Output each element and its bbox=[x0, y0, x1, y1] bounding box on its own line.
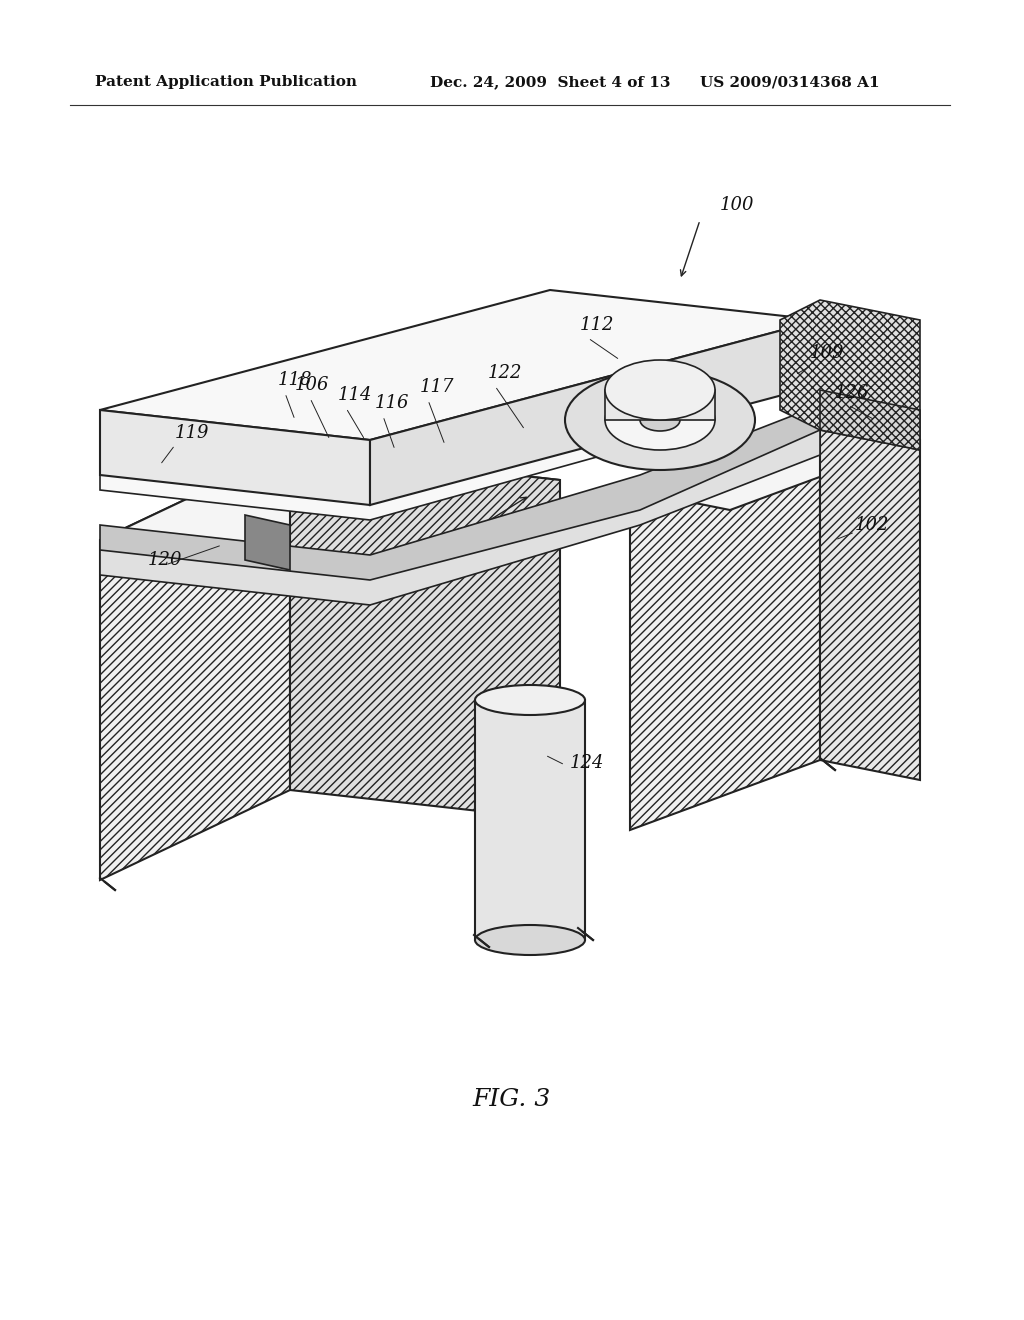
Text: 112: 112 bbox=[580, 315, 614, 334]
Text: 122: 122 bbox=[488, 364, 522, 381]
Text: 100: 100 bbox=[720, 195, 755, 214]
Polygon shape bbox=[820, 420, 920, 780]
Polygon shape bbox=[100, 290, 820, 440]
Text: 102: 102 bbox=[855, 516, 890, 535]
Text: 124: 124 bbox=[570, 754, 604, 772]
Text: 120: 120 bbox=[148, 550, 182, 569]
Text: 117: 117 bbox=[420, 378, 455, 396]
Polygon shape bbox=[820, 389, 920, 450]
Polygon shape bbox=[100, 341, 820, 520]
Ellipse shape bbox=[475, 685, 585, 715]
Polygon shape bbox=[290, 450, 560, 820]
Text: 109: 109 bbox=[810, 345, 845, 362]
Text: 119: 119 bbox=[175, 424, 210, 442]
Ellipse shape bbox=[605, 389, 715, 450]
Ellipse shape bbox=[475, 925, 585, 954]
Text: 118: 118 bbox=[278, 371, 312, 389]
Text: Patent Application Publication: Patent Application Publication bbox=[95, 75, 357, 88]
Text: FIG. 3: FIG. 3 bbox=[473, 1089, 551, 1111]
Polygon shape bbox=[605, 389, 715, 420]
Text: 126: 126 bbox=[835, 384, 869, 403]
Text: 106: 106 bbox=[295, 376, 330, 393]
Polygon shape bbox=[100, 450, 560, 570]
Polygon shape bbox=[100, 411, 370, 506]
Polygon shape bbox=[245, 515, 290, 570]
Polygon shape bbox=[100, 450, 290, 880]
Polygon shape bbox=[630, 420, 820, 830]
Polygon shape bbox=[780, 300, 920, 450]
Ellipse shape bbox=[640, 409, 680, 432]
Polygon shape bbox=[475, 700, 585, 940]
Polygon shape bbox=[100, 425, 820, 605]
Text: 114: 114 bbox=[338, 385, 373, 404]
Text: Dec. 24, 2009  Sheet 4 of 13: Dec. 24, 2009 Sheet 4 of 13 bbox=[430, 75, 671, 88]
Polygon shape bbox=[100, 405, 820, 579]
Ellipse shape bbox=[605, 360, 715, 420]
Polygon shape bbox=[630, 420, 920, 510]
Text: US 2009/0314368 A1: US 2009/0314368 A1 bbox=[700, 75, 880, 88]
Ellipse shape bbox=[565, 370, 755, 470]
Polygon shape bbox=[370, 319, 820, 506]
Text: 116: 116 bbox=[375, 393, 410, 412]
